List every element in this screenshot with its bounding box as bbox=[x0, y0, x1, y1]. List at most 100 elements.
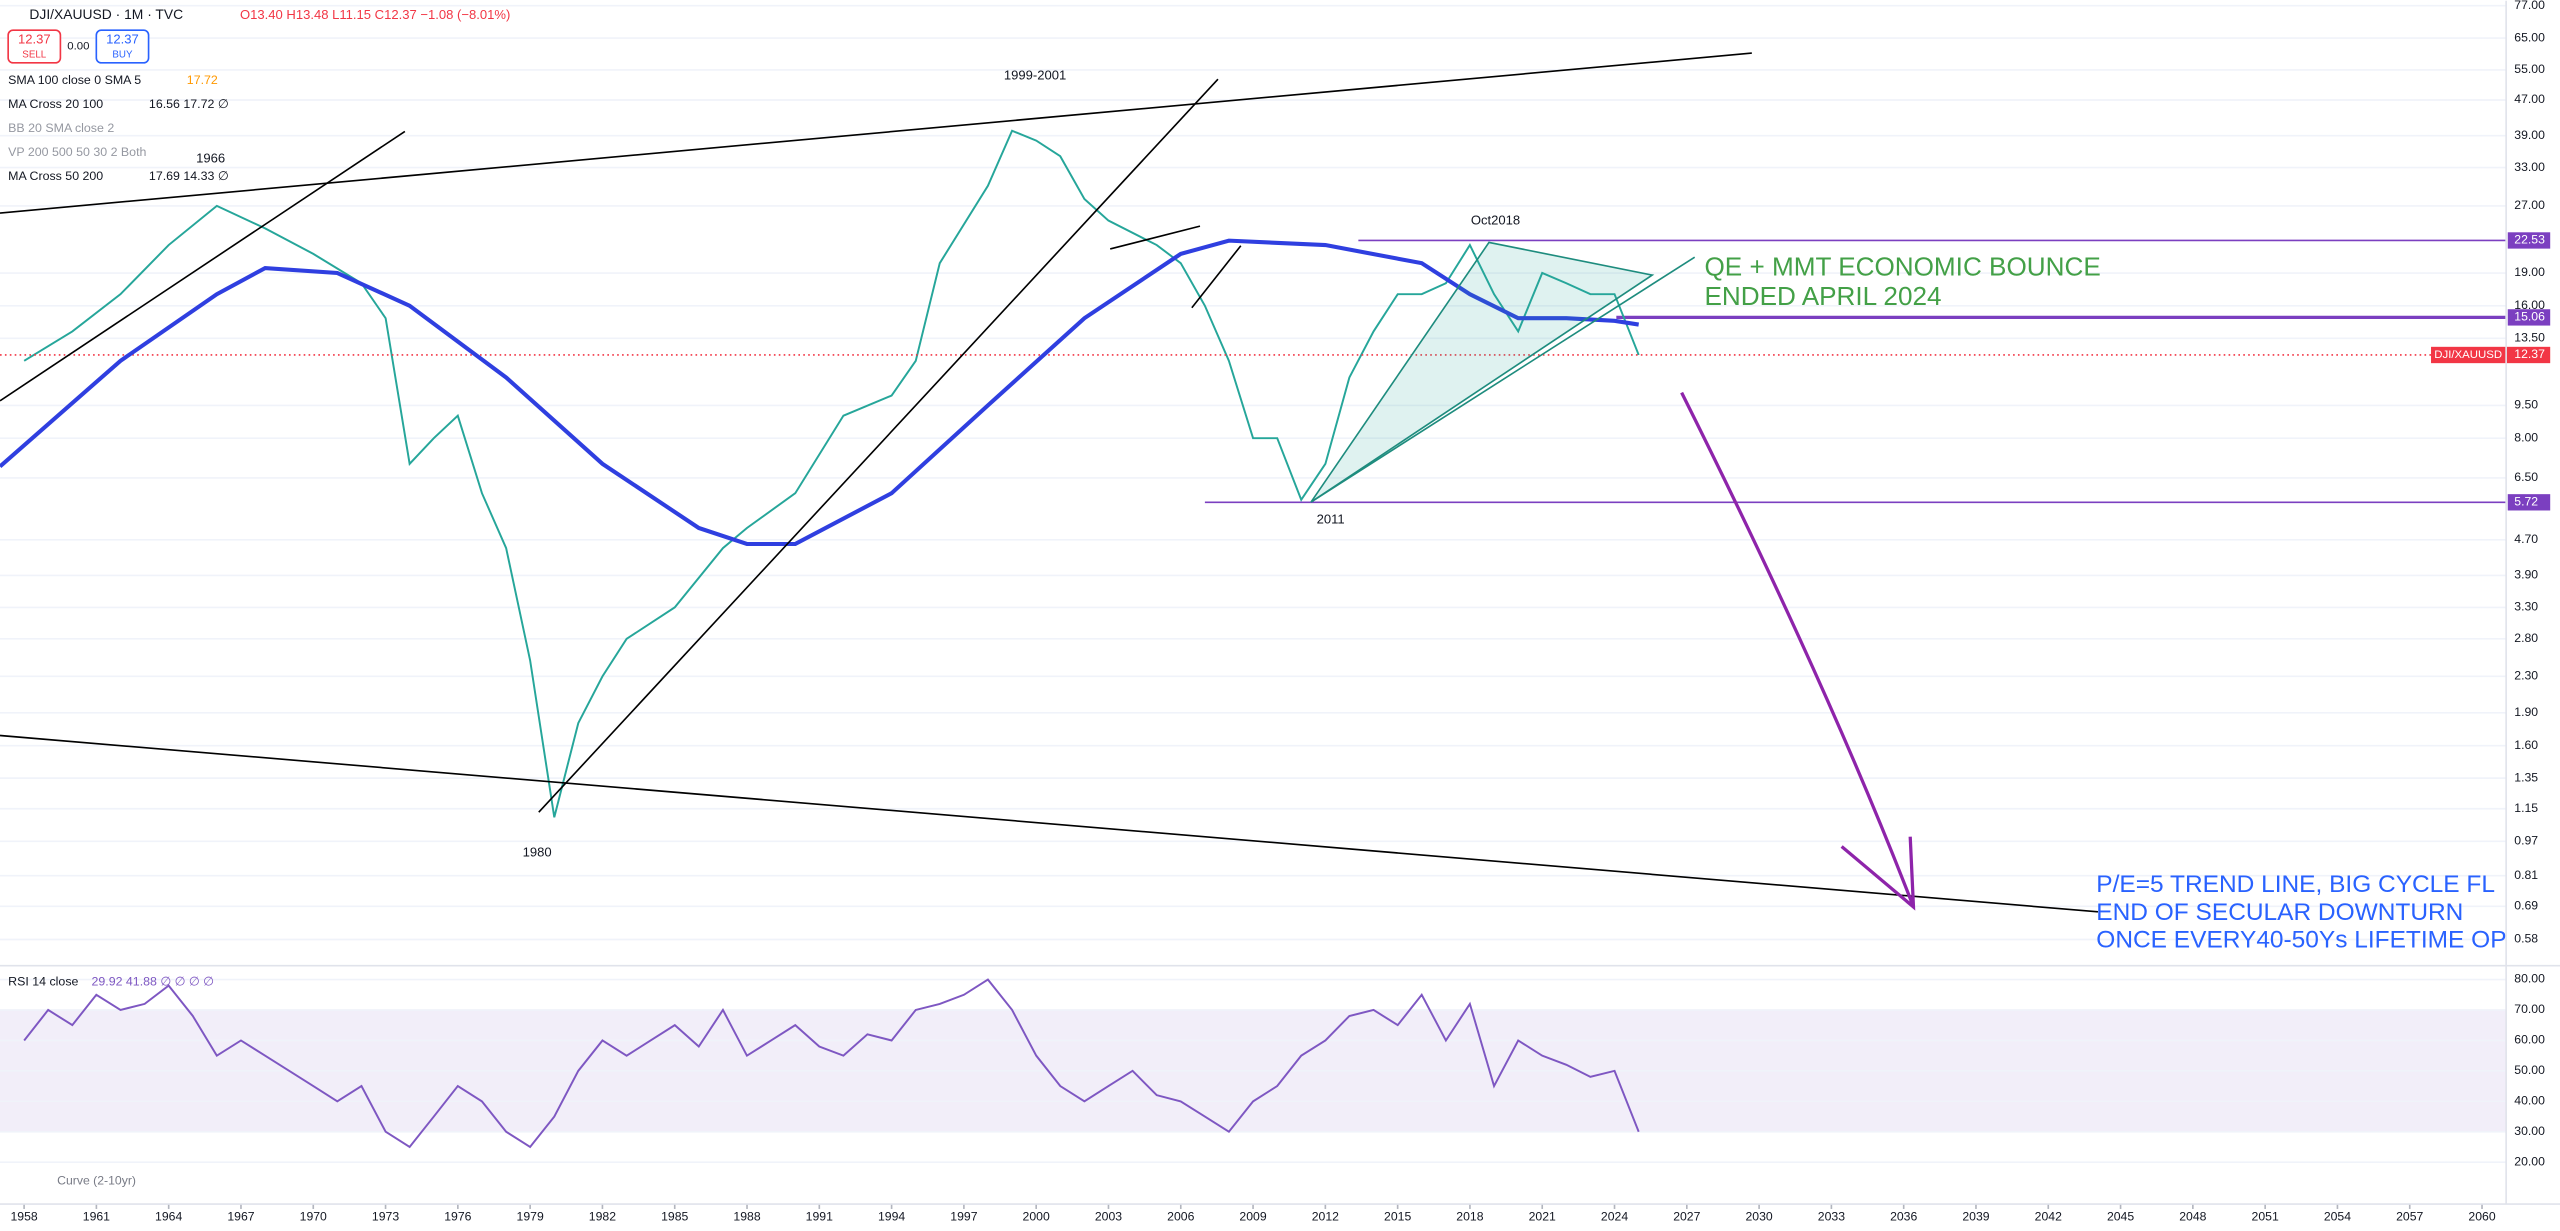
y-tick-label: 2.30 bbox=[2514, 669, 2538, 683]
indicator-name[interactable]: VP 200 500 50 30 2 Both bbox=[8, 145, 146, 159]
x-tick-label: 2051 bbox=[2252, 1209, 2279, 1223]
x-tick-label: 2024 bbox=[1601, 1209, 1628, 1223]
indicator-name[interactable]: MA Cross 50 200 bbox=[8, 169, 103, 183]
y-tick-label: 60.00 bbox=[2514, 1033, 2545, 1047]
trend-line bbox=[1110, 225, 1201, 250]
last-price-label: 12.37 bbox=[2514, 347, 2545, 361]
pane-title: RSI 14 close bbox=[8, 974, 78, 988]
y-tick-label: 1.15 bbox=[2514, 801, 2538, 815]
annotation: ENDED APRIL 2024 bbox=[1704, 281, 1941, 311]
indicator-name[interactable]: MA Cross 20 100 bbox=[8, 97, 103, 111]
trend-line bbox=[1191, 245, 1242, 309]
x-tick-label: 1997 bbox=[950, 1209, 977, 1223]
x-tick-label: 1985 bbox=[661, 1209, 688, 1223]
indicator-name[interactable]: BB 20 SMA close 2 bbox=[8, 121, 114, 135]
indicator-list: SMA 100 close 0 SMA 5 17.72 MA Cross 20 10… bbox=[8, 73, 228, 183]
y-tick-label: 80.00 bbox=[2514, 972, 2545, 986]
x-tick-label: 1958 bbox=[10, 1209, 37, 1223]
buy-button[interactable] bbox=[95, 29, 150, 64]
last-price-tag bbox=[2431, 346, 2551, 364]
y-tick-label: 19.00 bbox=[2514, 265, 2545, 279]
annotation: 1999-2001 bbox=[1004, 67, 1066, 82]
indicator-name[interactable]: SMA 100 close 0 SMA 5 bbox=[8, 73, 141, 87]
y-tick-label: 6.50 bbox=[2514, 470, 2538, 484]
symbol[interactable]: DJI/XAUUSD · 1M · TVC bbox=[29, 6, 183, 22]
header: DJI/XAUUSD · 1M · TVC O13.40 H13.48 L11.… bbox=[7, 6, 510, 64]
trend-line bbox=[0, 734, 2099, 913]
trend-line bbox=[538, 78, 1219, 813]
x-tick-label: 2018 bbox=[1456, 1209, 1483, 1223]
y-tick-label: 70.00 bbox=[2514, 1002, 2545, 1016]
y-tick-label: 77.00 bbox=[2514, 0, 2545, 12]
x-tick-label: 2003 bbox=[1095, 1209, 1122, 1223]
y-tick-label: 1.35 bbox=[2514, 770, 2538, 784]
x-tick-label: 1988 bbox=[733, 1209, 760, 1223]
x-tick-label: 1964 bbox=[155, 1209, 182, 1223]
annotation: Oct2018 bbox=[1471, 213, 1520, 228]
rsi-pane: 80.00 70.00 60.00 50.00 40.00 30.00 20.00 RSI 1… bbox=[0, 964, 2560, 1168]
spread: 0.00 bbox=[67, 41, 89, 53]
annotation: ONCE EVERY40-50Ys LIFETIME OP bbox=[2096, 927, 2506, 954]
trend-line bbox=[0, 52, 1752, 214]
trend-line bbox=[1310, 256, 1696, 503]
triangle-pattern bbox=[1310, 241, 1655, 503]
x-tick-label: 2015 bbox=[1384, 1209, 1411, 1223]
x-tick-label: 2006 bbox=[1167, 1209, 1194, 1223]
pane-readout: 29.92 41.88 ∅ ∅ ∅ ∅ bbox=[91, 974, 213, 988]
x-tick-label: 1973 bbox=[372, 1209, 399, 1223]
annotation: 1966 bbox=[196, 151, 225, 166]
level-tag bbox=[2507, 232, 2551, 249]
y-tick-label: 3.90 bbox=[2514, 568, 2538, 582]
level-label: 22.53 bbox=[2514, 233, 2545, 247]
y-tick-label: 40.00 bbox=[2514, 1094, 2545, 1108]
x-tick-label: 1994 bbox=[878, 1209, 905, 1223]
annotation: 2011 bbox=[1317, 511, 1345, 526]
x-tick-label: 2009 bbox=[1239, 1209, 1266, 1223]
y-tick-label: 30.00 bbox=[2514, 1124, 2545, 1138]
moving-average bbox=[0, 238, 1640, 547]
x-tick-label: 1967 bbox=[227, 1209, 254, 1223]
level-tag bbox=[2507, 494, 2551, 511]
price-line bbox=[23, 129, 1640, 818]
sell-label: SELL bbox=[22, 49, 46, 60]
x-tick-label: 1979 bbox=[517, 1209, 544, 1223]
y-tick-label: 2.80 bbox=[2514, 631, 2538, 645]
indicator-values: 16.56 17.72 ∅ bbox=[149, 97, 229, 111]
x-tick-label: 2039 bbox=[1962, 1209, 1989, 1223]
y-tick-label: 33.00 bbox=[2514, 160, 2545, 174]
ohlc: O13.40 H13.48 L11.15 C12.37 −1.08 (−8.01… bbox=[240, 7, 510, 22]
sell-price: 12.37 bbox=[18, 31, 51, 46]
y-tick-label: 13.50 bbox=[2514, 331, 2545, 345]
y-tick-label: 55.00 bbox=[2514, 62, 2545, 76]
x-tick-label: 2036 bbox=[1890, 1209, 1917, 1223]
annotation: END OF SECULAR DOWNTURN bbox=[2096, 899, 2463, 926]
trend-line bbox=[0, 130, 406, 402]
x-tick-label: 2057 bbox=[2396, 1209, 2423, 1223]
sell-button[interactable] bbox=[7, 29, 62, 64]
x-tick-label: 2012 bbox=[1312, 1209, 1339, 1223]
annotations: 1999-2001 Oct2018 1966 2011 1980 QE + MM… bbox=[57, 67, 2506, 1187]
x-tick-label: 2027 bbox=[1673, 1209, 1700, 1223]
level-tag bbox=[2507, 309, 2551, 326]
buy-label: BUY bbox=[112, 49, 133, 60]
y-tick-label: 0.97 bbox=[2514, 834, 2538, 848]
buy-price: 12.37 bbox=[106, 31, 139, 46]
x-tick-label: 2030 bbox=[1745, 1209, 1772, 1223]
y-tick-label: 47.00 bbox=[2514, 92, 2545, 106]
series-name: DJI/XAUUSD bbox=[2434, 349, 2502, 361]
y-tick-label: 20.00 bbox=[2514, 1154, 2545, 1168]
drawings bbox=[0, 52, 2099, 913]
y-tick-label: 65.00 bbox=[2514, 30, 2545, 44]
y-tick-label: 0.81 bbox=[2514, 868, 2538, 882]
x-tick-label: 2021 bbox=[1529, 1209, 1556, 1223]
x-tick-label: 2054 bbox=[2324, 1209, 2351, 1223]
annotation: QE + MMT ECONOMIC BOUNCE bbox=[1704, 251, 2100, 281]
x-tick-label: 1961 bbox=[83, 1209, 110, 1223]
x-tick-label: 2060 bbox=[2468, 1209, 2495, 1223]
annotation: P/E=5 TREND LINE, BIG CYCLE FL bbox=[2096, 871, 2495, 898]
y-tick-label: 1.60 bbox=[2514, 738, 2538, 752]
y-tick-label: 27.00 bbox=[2514, 198, 2545, 212]
